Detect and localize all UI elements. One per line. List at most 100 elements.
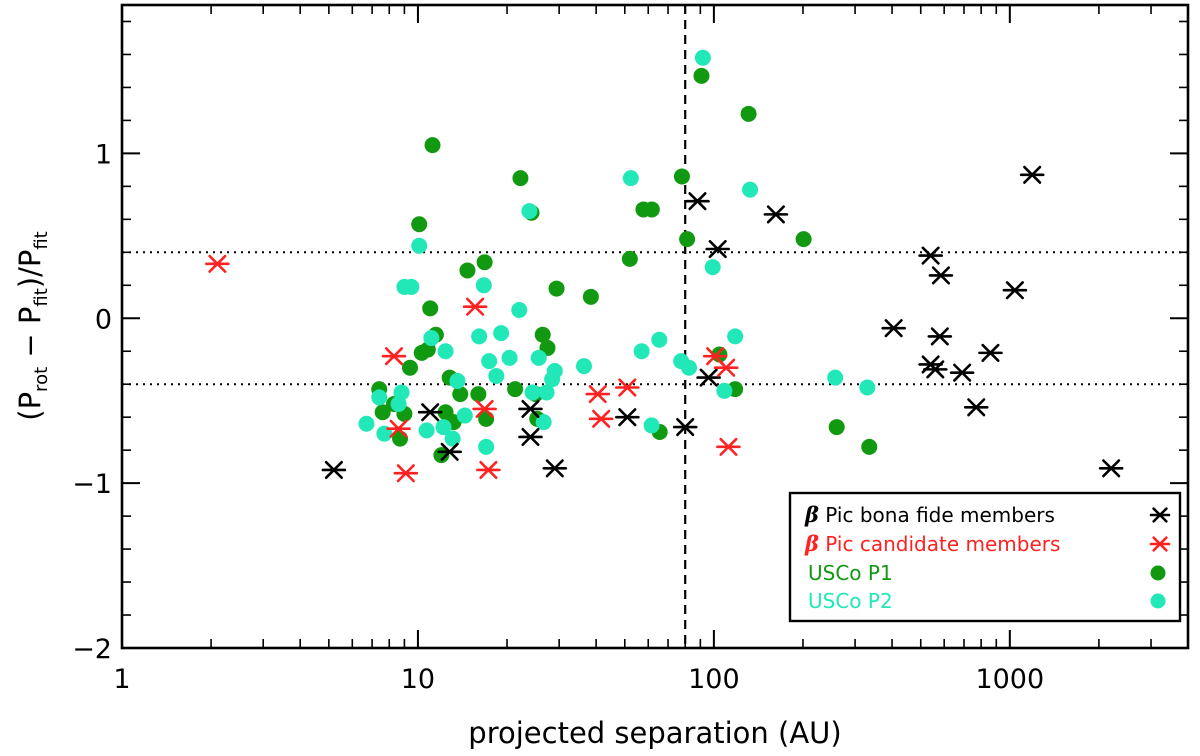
usco-p2-point [742,181,759,198]
usco-p1-point [470,386,487,403]
usco-p2-point [403,278,420,295]
asterisk-stroke [389,419,408,438]
pic-candidate-members-point [393,464,419,483]
pic-bona-fide-members-point [672,417,698,437]
asterisk-stroke [1152,536,1168,552]
data-points [205,49,1124,483]
asterisk-stroke [931,266,950,285]
pic-bona-fide-members-point [542,459,568,478]
asterisk-stroke [396,464,415,483]
legend: β Pic bona fide members β Pic candidate … [788,491,1182,623]
y-title-subscript-fit: fit [31,288,52,306]
asterisk-stroke [953,363,972,382]
asterisk-stroke [926,360,945,379]
y-tick-label: 0 [95,304,112,335]
pic-bona-fide-members-point [518,427,543,447]
y-title-subscript-fit: fit [31,231,52,249]
usco-p1-point [534,326,551,343]
pic-bona-fide-members-point [918,246,943,265]
usco-p2-point [535,414,552,431]
asterisk-stroke [545,459,564,478]
usco-p2-point [704,259,721,276]
pic-bona-fide-members-point [963,398,989,417]
usco-p2-point [575,358,592,375]
usco-p2-point [633,343,650,360]
pic-bona-fide-members-point [685,192,710,211]
asterisk-stroke [699,368,718,387]
plot-frame [120,3,1190,650]
pic-bona-fide-members-point [705,239,730,259]
pic-candidate-members-point [381,347,407,366]
pic-candidate-members-point [716,437,741,456]
usco-p1-point [548,280,565,297]
usco-p2-point [521,203,538,220]
usco-p2-point [859,379,876,396]
legend-box [788,491,1182,623]
asterisk-stroke [706,347,725,366]
x-axis-title: projected separation (AU) [468,716,841,750]
usco-p1-point [424,137,441,154]
asterisk-stroke [930,327,949,346]
usco-p2-point [449,372,466,389]
usco-p1-point [507,381,524,398]
asterisk-stroke [766,205,785,224]
legend-marker-usco-p2 [1150,593,1166,609]
pic-bona-fide-members-point [881,319,906,338]
usco-p1-point [422,300,439,317]
pic-bona-fide-members-point [437,442,462,461]
usco-p1-point [401,359,418,376]
usco-p2-point [827,369,844,386]
reference-lines [122,5,1188,648]
pic-bona-fide-members-point [1002,281,1028,300]
x-tick-label: 100 [688,664,740,695]
asterisk-stroke [676,417,695,437]
pic-bona-fide-members-point [927,327,953,346]
asterisk-stroke [1102,459,1121,478]
asterisk-stroke [475,399,494,419]
y-title-part: (P [13,392,47,421]
usco-p2-point [444,430,461,447]
usco-p2-point [411,237,428,254]
asterisk-stroke [1152,507,1168,523]
usco-p1-point [452,386,469,403]
usco-p1-point [643,201,660,218]
asterisk-stroke [521,427,540,447]
pic-candidate-members-point [588,409,614,428]
usco-p2-point [423,330,440,347]
asterisk-stroke [618,408,637,427]
usco-p1-point [711,346,728,363]
usco-p2-point [694,49,711,66]
y-title-subscript-rot: rot [31,367,52,392]
y-title-part: )/P [13,250,47,289]
pic-bona-fide-members-point [1098,459,1124,478]
usco-p2-point [530,349,547,366]
asterisk-stroke [884,319,903,338]
usco-p2-point [524,384,541,401]
legend-markers [1149,507,1171,609]
legend-entry-bona-fide: β Pic bona fide members [804,502,1055,527]
usco-p2-point [437,343,454,360]
usco-p2-point [435,419,452,436]
pic-bona-fide-members-point [518,399,543,419]
legend-entry-usco-p1: USCo P1 [808,561,893,585]
pic-candidate-members-point [205,254,230,273]
pic-bona-fide-members-point [763,205,789,224]
beta-symbol: β [804,502,819,527]
usco-p1-point [582,288,599,305]
usco-p2-point [501,349,518,366]
usco-p1-point [621,250,638,267]
usco-p1-point [740,105,757,122]
pic-candidate-members-point [713,358,739,377]
asterisk-stroke [324,460,343,480]
asterisk-stroke [384,347,404,366]
pic-candidate-members-point [472,399,497,419]
usco-p1-point [861,438,878,455]
asterisk-stroke [1005,281,1024,300]
x-tick-label: 1000 [975,664,1044,695]
pic-bona-fide-members-point [1019,165,1045,184]
asterisk-stroke [921,246,940,265]
asterisk-stroke [588,385,607,404]
usco-p2-point [727,328,744,345]
